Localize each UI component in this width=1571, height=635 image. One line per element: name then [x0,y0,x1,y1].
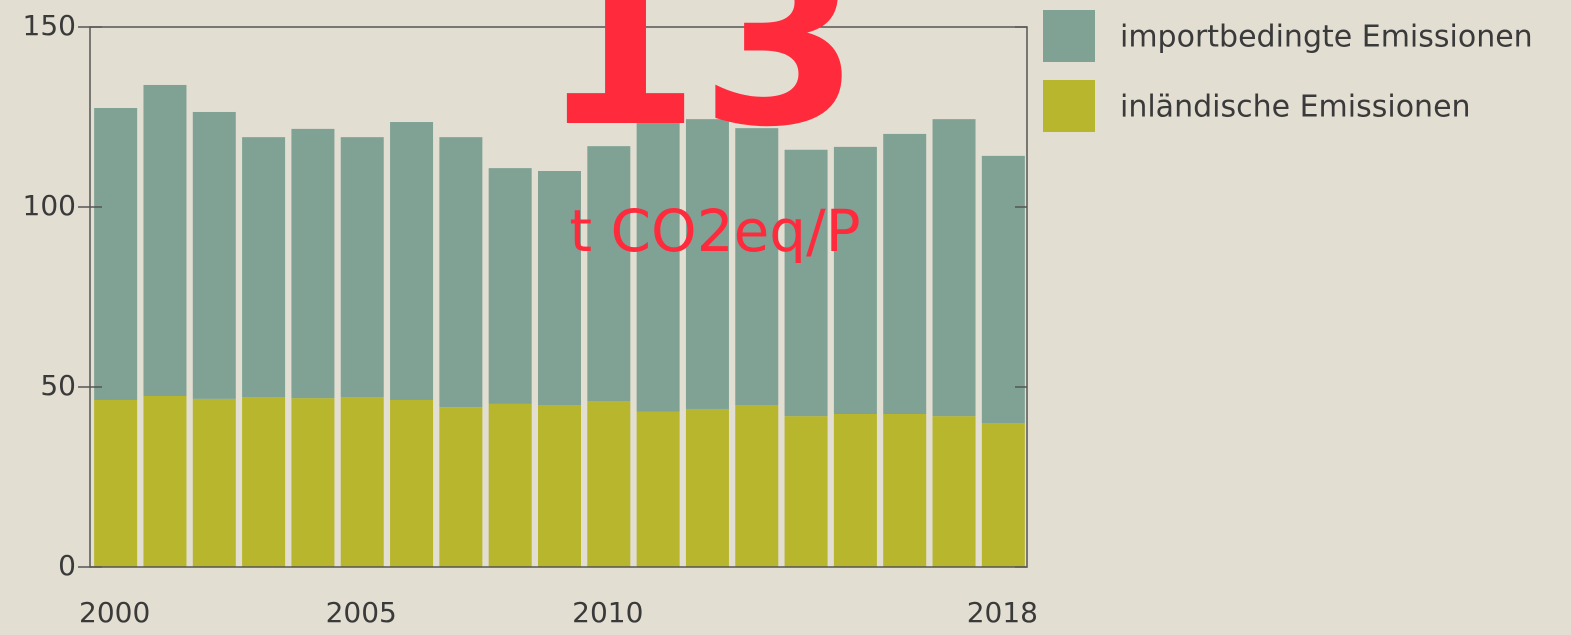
bar-segment [587,401,631,567]
bar-segment [636,411,680,567]
bar-segment [242,397,286,567]
bar-segment [587,146,631,402]
y-tick-label: 100 [23,189,76,222]
bar-segment [488,403,532,567]
bar-segment [439,407,483,567]
y-tick-label: 0 [58,549,76,582]
bar-segment [143,84,187,397]
legend-swatch [1043,10,1095,62]
bar-segment [390,122,434,400]
legend-label: importbedingte Emissionen [1120,20,1533,55]
y-tick-label: 150 [23,9,76,42]
bar-segment [932,119,976,417]
bar-segment [340,137,384,398]
bar-segment [340,397,384,567]
bar-segment [192,398,236,567]
bar-segment [833,414,877,567]
bar-segment [94,108,138,400]
bar-segment [291,398,335,567]
bar-segment [981,155,1025,423]
legend-label: inländische Emissionen [1120,90,1471,125]
bar-segment [94,399,138,567]
plot-frame [89,26,1028,568]
x-tick-label: 2010 [572,596,643,629]
x-tick-label: 2005 [326,596,397,629]
x-tick-label: 2018 [967,596,1038,629]
bar-segment [538,171,581,405]
annotation: t CO2eq/P [569,197,860,265]
bar-segment [439,137,483,408]
y-tick-label: 50 [40,369,76,402]
annotation: 13 [540,0,860,178]
bar-segment [636,120,680,412]
bar-segment [192,111,236,399]
bar-segment [883,414,927,567]
bar-segment [685,408,729,567]
bar-segment [735,405,779,567]
bar-segment [833,146,877,414]
bar-segment [883,133,927,415]
bar-segment [784,149,828,417]
bar-segment [291,128,335,399]
bar-segment [488,168,532,404]
x-tick-label: 2000 [79,596,150,629]
bar-segment [143,396,187,567]
bar-segment [784,416,828,567]
bar-segment [981,423,1025,567]
bar-segment [735,128,779,405]
bar-segment [538,405,581,567]
bar-segment [685,119,729,409]
bar-segment [390,399,434,567]
bar-segment [242,137,286,398]
bar-segment [932,416,976,567]
legend-swatch [1043,80,1095,132]
